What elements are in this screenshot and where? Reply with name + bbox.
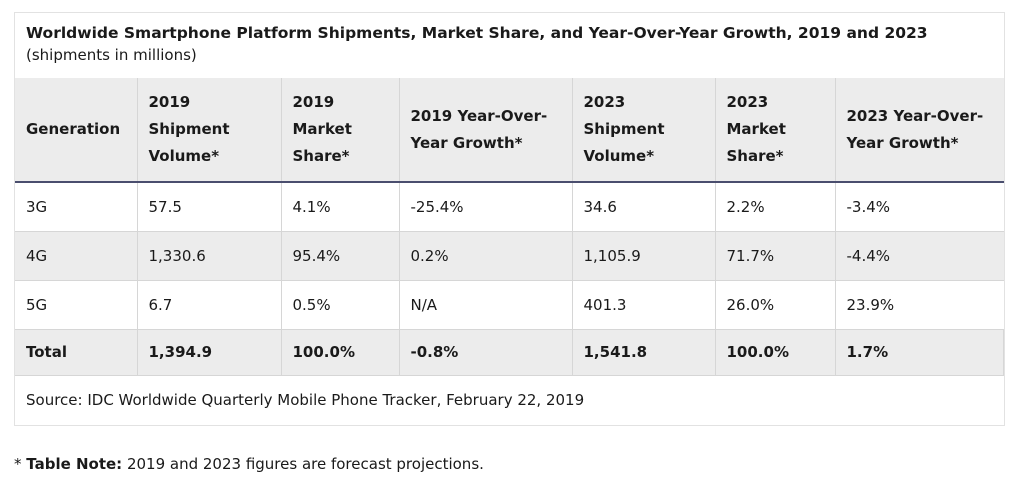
table-subtitle: (shipments in millions) xyxy=(26,46,197,64)
table-cell: N/A xyxy=(399,280,573,329)
table-cell: 26.0% xyxy=(715,280,836,329)
table-cell: 95.4% xyxy=(281,231,400,280)
table-note: * Table Note: 2019 and 2023 figures are … xyxy=(14,455,484,473)
total-row: Total 1,394.9 100.0% -0.8% 1,541.8 100.0% 1.7% xyxy=(15,329,1004,375)
table-cell: 23.9% xyxy=(846,295,895,314)
table-cell: 4G xyxy=(15,231,138,280)
note-text: 2019 and 2023 figures are forecast proje… xyxy=(122,455,484,473)
table-cell: 1,394.9 xyxy=(137,329,282,375)
column-header: 2023 Shipment Volume* xyxy=(572,78,716,182)
column-header: 2019 Shipment Volume* xyxy=(137,78,282,182)
shipments-table: Generation 2019 Shipment Volume* 2019 Mark… xyxy=(15,78,1004,376)
table-row: 3G 57.5 4.1% -25.4% 34.6 2.2% -3.4% xyxy=(15,182,1004,231)
table-source: Source: IDC Worldwide Quarterly Mobile P… xyxy=(26,390,585,409)
note-asterisk: * xyxy=(14,455,27,473)
table-cell: 5G xyxy=(15,280,138,329)
data-table-card: Worldwide Smartphone Platform Shipments,… xyxy=(14,12,1005,426)
column-header: 2019 Year-Over-Year Growth* xyxy=(399,78,573,182)
table-cell: 6.7 xyxy=(137,280,282,329)
table-cell: 1.7% xyxy=(835,329,1004,375)
table-cell: 57.5 xyxy=(137,182,282,231)
table-title: Worldwide Smartphone Platform Shipments,… xyxy=(26,24,928,42)
table-cell: 1,541.8 xyxy=(572,329,716,375)
table-cell: 100.0% xyxy=(281,329,400,375)
table-header-row: Generation 2019 Shipment Volume* 2019 Mark… xyxy=(15,78,1004,182)
table-cell: -25.4% xyxy=(399,182,573,231)
table-cell: 1,330.6 xyxy=(137,231,282,280)
table-cell: -0.8% xyxy=(399,329,573,375)
table-cell: 4.1% xyxy=(281,182,400,231)
table-cell: 71.7% xyxy=(715,231,836,280)
table-cell: 34.6 xyxy=(572,182,716,231)
column-header: 2023 Market Share* xyxy=(715,78,836,182)
table-cell: -4.4% xyxy=(846,246,891,265)
table-cell: 0.2% xyxy=(399,231,573,280)
table-cell: -3.4% xyxy=(846,197,891,216)
table-cell: 1,105.9 xyxy=(572,231,716,280)
table-cell: 3G xyxy=(15,182,138,231)
column-header: 2023 Year-Over-Year Growth* xyxy=(846,106,984,152)
column-header: Generation xyxy=(15,78,138,182)
table-cell: 401.3 xyxy=(572,280,716,329)
note-label: Table Note: xyxy=(26,455,123,473)
table-cell: Total xyxy=(15,329,138,375)
table-cell: 2.2% xyxy=(715,182,836,231)
table-row: 4G 1,330.6 95.4% 0.2% 1,105.9 71.7% -4.4% xyxy=(15,231,1004,280)
table-row: 5G 6.7 0.5% N/A 401.3 26.0% 23.9% xyxy=(15,280,1004,329)
table-cell: 0.5% xyxy=(281,280,400,329)
column-header: 2019 Market Share* xyxy=(281,78,400,182)
table-cell: 100.0% xyxy=(715,329,836,375)
